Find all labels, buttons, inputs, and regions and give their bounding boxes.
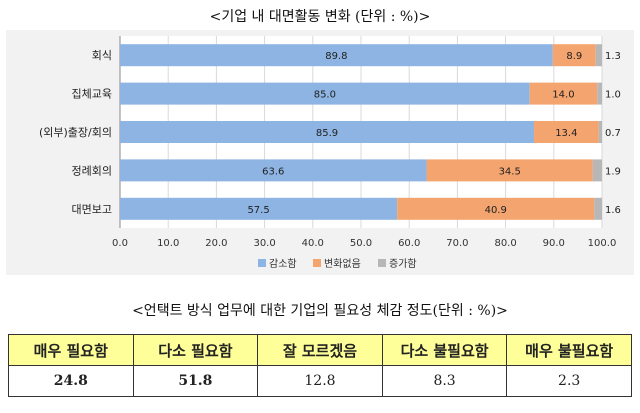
table-title: <언택트 방식 업무에 대한 기업의 필요성 체감 정도(단위 : %)> xyxy=(132,303,508,319)
header-cell: 매우 불필요함 xyxy=(506,334,632,366)
bar-segment xyxy=(120,82,530,105)
value-cell: 12.8 xyxy=(257,365,383,397)
bar-segment xyxy=(597,82,602,105)
survey-table: 매우 필요함 다소 필요함 잘 모르겠음 다소 불필요함 매우 불필요함 24.… xyxy=(8,334,632,397)
data-label: 85.0 xyxy=(314,90,336,101)
data-label: 1.9 xyxy=(605,166,621,177)
x-tick-label: 70.0 xyxy=(446,238,468,249)
bar-segment xyxy=(534,121,599,143)
bar-segment xyxy=(598,121,602,143)
bar-segment xyxy=(426,159,593,182)
x-tick-label: 100.0 xyxy=(588,238,617,249)
data-label: 1.6 xyxy=(605,205,621,216)
data-label: 89.8 xyxy=(325,51,347,62)
table-row: 24.8 51.8 12.8 8.3 2.3 xyxy=(8,365,632,397)
x-tick-label: 50.0 xyxy=(350,238,372,249)
data-label: 8.9 xyxy=(566,51,582,62)
data-label: 1.0 xyxy=(605,90,621,101)
data-label: 13.4 xyxy=(555,128,577,139)
data-label: 85.9 xyxy=(316,128,338,139)
data-label: 57.5 xyxy=(247,205,269,216)
x-tick-label: 60.0 xyxy=(398,238,420,249)
x-tick-label: 30.0 xyxy=(253,238,275,249)
category-label: 정례회의 xyxy=(72,164,112,177)
data-label: 40.9 xyxy=(485,205,507,216)
x-tick-label: 40.0 xyxy=(302,238,324,249)
legend-label: 감소함 xyxy=(269,258,297,270)
bar-segment xyxy=(529,82,598,105)
header-cell: 다소 불필요함 xyxy=(381,334,508,366)
header-cell: 잘 모르겠음 xyxy=(257,334,383,366)
header-cell: 다소 필요함 xyxy=(132,334,259,366)
bar-segment xyxy=(592,159,602,182)
bars: 89.8 8.9 1.3 85.0 14.0 1.0 85.9 13.4 0.7 63.6 34.5… xyxy=(120,44,621,220)
table-header-row: 매우 필요함 다소 필요함 잘 모르겠음 다소 불필요함 매우 불필요함 xyxy=(8,334,632,366)
x-tick-label: 20.0 xyxy=(205,238,227,249)
data-label: 14.0 xyxy=(552,90,574,101)
x-tick-label: 10.0 xyxy=(157,238,179,249)
value-cell: 24.8 xyxy=(8,365,134,397)
chart-title: <기업 내 대면활동 변화 (단위 : %)> xyxy=(209,9,431,25)
bar-segment xyxy=(595,44,602,67)
bar-segment xyxy=(594,197,602,220)
legend: 감소함 변화없음 증가함 xyxy=(258,257,417,270)
header-cell: 매우 필요함 xyxy=(8,334,134,366)
value-cell: 2.3 xyxy=(506,365,632,397)
legend-swatch xyxy=(313,259,321,267)
bar-segment xyxy=(120,159,427,182)
bar-segment xyxy=(120,197,398,220)
data-label: 34.5 xyxy=(499,166,521,177)
data-label: 63.6 xyxy=(262,166,284,177)
category-label: 집체교육 xyxy=(72,88,112,101)
x-tick-label: 90.0 xyxy=(543,238,565,249)
bar-segment xyxy=(552,44,596,67)
x-tick-label: 0.0 xyxy=(112,238,128,249)
x-tick-labels: 0.0 10.0 20.0 30.0 40.0 50.0 60.0 70.0 80.0 90.0 1… xyxy=(112,238,616,249)
value-cell: 8.3 xyxy=(381,365,508,397)
bar-segment xyxy=(120,121,535,143)
value-cell: 51.8 xyxy=(132,365,259,397)
data-label: 1.3 xyxy=(605,51,621,62)
bar-segment xyxy=(120,44,553,67)
legend-swatch xyxy=(258,259,266,267)
legend-label: 변화없음 xyxy=(324,257,361,270)
bar-segment xyxy=(397,197,595,220)
category-label: 회식 xyxy=(92,49,112,62)
legend-swatch xyxy=(378,259,386,267)
x-tick-label: 80.0 xyxy=(494,238,516,249)
category-label: 대면보고 xyxy=(72,203,112,216)
stacked-bar-chart: 89.8 8.9 1.3 85.0 14.0 1.0 85.9 13.4 0.7 63.6 34.5… xyxy=(6,30,634,275)
category-label: (외부)출장/회의 xyxy=(39,126,112,139)
legend-label: 증가함 xyxy=(389,258,417,270)
data-label: 0.7 xyxy=(605,128,621,139)
